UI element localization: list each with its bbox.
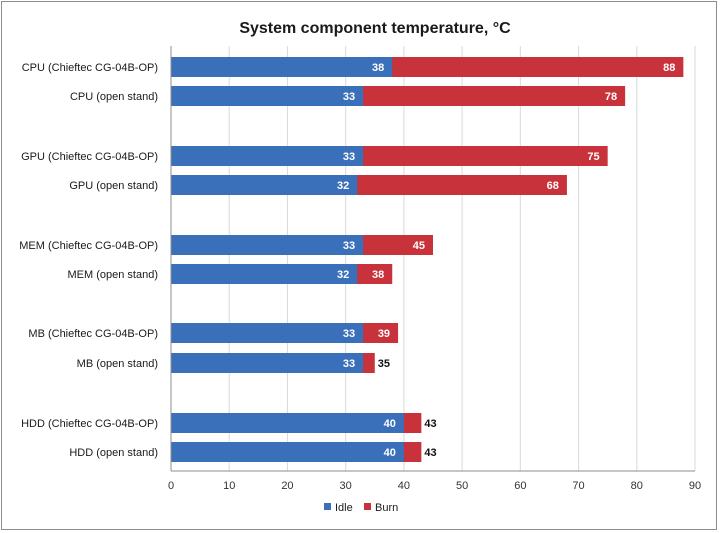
x-tick-label: 20: [281, 480, 293, 492]
x-tick-label: 30: [340, 480, 352, 492]
idle-value-label: 33: [343, 151, 355, 163]
x-tick-label: 10: [223, 480, 235, 492]
legend: Idle Burn: [324, 502, 398, 514]
x-tick-label: 0: [168, 480, 174, 492]
idle-value-label: 40: [384, 447, 396, 459]
bar-idle: [171, 413, 404, 433]
idle-value-label: 32: [337, 269, 349, 281]
category-label: HDD (Chieftec CG-04B-OP): [21, 418, 158, 430]
bar-idle: [171, 353, 364, 373]
legend-label: Burn: [375, 502, 398, 514]
bar-idle: [171, 146, 364, 166]
bars: 38 88 33 78 33 75 32 68 33 45 32 38 33 39 33 35 40 43 40 43: [171, 57, 684, 462]
bar-idle: [171, 235, 364, 255]
idle-value-label: 33: [343, 358, 355, 370]
x-tick-label: 50: [456, 480, 468, 492]
idle-value-label: 38: [372, 62, 384, 74]
x-axis: 0 10 20 30 40 50 60 70 80 90: [168, 46, 701, 492]
x-tick-label: 90: [689, 480, 701, 492]
x-tick-label: 60: [514, 480, 526, 492]
burn-value-label: 75: [587, 151, 599, 163]
idle-value-label: 33: [343, 328, 355, 340]
idle-value-label: 33: [343, 91, 355, 103]
bar-idle: [171, 442, 404, 462]
burn-value-label: 43: [424, 447, 436, 459]
category-label: GPU (Chieftec CG-04B-OP): [21, 151, 158, 163]
idle-value-label: 32: [337, 180, 349, 192]
category-labels: CPU (Chieftec CG-04B-OP) CPU (open stand)…: [19, 62, 158, 459]
category-label: CPU (Chieftec CG-04B-OP): [22, 62, 158, 74]
burn-value-label: 38: [372, 269, 384, 281]
category-label: MB (open stand): [77, 358, 158, 370]
category-label: CPU (open stand): [70, 91, 158, 103]
x-tick-label: 70: [572, 480, 584, 492]
legend-swatch: [324, 503, 331, 510]
category-label: MEM (open stand): [68, 269, 158, 281]
x-tick-label: 80: [631, 480, 643, 492]
burn-value-label: 88: [663, 62, 675, 74]
category-label: MEM (Chieftec CG-04B-OP): [19, 240, 158, 252]
category-label: HDD (open stand): [69, 447, 158, 459]
bar-idle: [171, 57, 393, 77]
grid-lines: [170, 46, 696, 471]
chart-title: System component temperature, °C: [239, 20, 511, 37]
idle-value-label: 40: [384, 418, 396, 430]
idle-value-label: 33: [343, 240, 355, 252]
burn-value-label: 68: [547, 180, 559, 192]
burn-value-label: 43: [424, 418, 436, 430]
burn-value-label: 45: [413, 240, 425, 252]
x-tick-label: 40: [398, 480, 410, 492]
burn-value-label: 35: [378, 358, 390, 370]
bar-idle: [171, 86, 364, 106]
bar-idle: [171, 264, 358, 284]
burn-value-label: 39: [378, 328, 390, 340]
bar-idle: [171, 175, 358, 195]
bar-idle: [171, 323, 364, 343]
category-label: MB (Chieftec CG-04B-OP): [28, 328, 158, 340]
legend-swatch: [364, 503, 371, 510]
category-label: GPU (open stand): [69, 180, 158, 192]
legend-label: Idle: [335, 502, 353, 514]
burn-value-label: 78: [605, 91, 617, 103]
